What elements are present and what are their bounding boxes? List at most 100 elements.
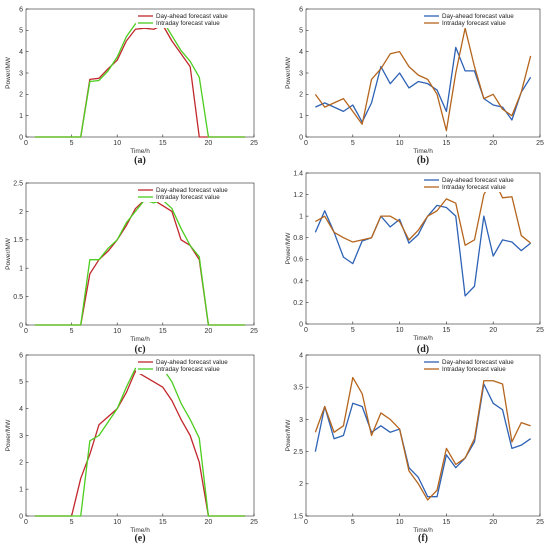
legend-box bbox=[136, 11, 252, 28]
x-tick-label: 0 bbox=[24, 519, 28, 526]
y-tick-label: 1.5 bbox=[13, 237, 23, 244]
chart-panel-b: 0 5 10 15 20 25 0 1 2 3 4 5 6 Time/h Power/MW Day-ahead… bbox=[285, 6, 544, 166]
plot-frame bbox=[305, 8, 541, 138]
x-axis-label: Time/h bbox=[413, 527, 433, 534]
y-tick-label: 0.4 bbox=[293, 278, 303, 285]
x-axis-label: Time/h bbox=[130, 148, 150, 155]
series-line-1 bbox=[314, 204, 532, 297]
y-tick-label: 4 bbox=[19, 49, 23, 56]
x-tick-label: 5 bbox=[351, 327, 355, 334]
x-tick-label: 10 bbox=[113, 328, 121, 335]
y-tick-label: 2 bbox=[19, 460, 23, 467]
x-axis-label: Time/h bbox=[130, 336, 150, 343]
x-tick-label: 10 bbox=[396, 140, 404, 147]
x-tick-label: 15 bbox=[159, 519, 167, 526]
y-tick-label: 4 bbox=[19, 406, 23, 413]
panel-caption: (f) bbox=[418, 533, 428, 544]
y-tick-label: 0 bbox=[19, 134, 23, 141]
y-tick-label: 1 bbox=[19, 266, 23, 273]
series-line-2 bbox=[314, 27, 532, 132]
y-tick-label: 2 bbox=[299, 481, 303, 488]
x-tick-label: 20 bbox=[205, 519, 213, 526]
x-tick-label: 5 bbox=[351, 519, 355, 526]
y-tick-label: 3 bbox=[299, 70, 303, 77]
x-tick-label: 25 bbox=[250, 140, 258, 147]
y-tick-label: 4 bbox=[299, 352, 303, 359]
chart-panel-a: 0 5 10 15 20 25 0 1 2 3 4 5 6 Time/h Power/MW Day-ahead… bbox=[5, 6, 258, 166]
y-tick-label: 6 bbox=[19, 6, 23, 13]
y-tick-label: 1.2 bbox=[293, 192, 303, 199]
y-axis-label: Power/MW bbox=[5, 419, 12, 452]
legend-entry: Day-ahead forecast value bbox=[156, 359, 228, 366]
x-tick-label: 25 bbox=[250, 519, 258, 526]
x-tick-label: 20 bbox=[205, 328, 213, 335]
y-tick-label: 1 bbox=[19, 113, 23, 120]
y-tick-label: 4 bbox=[299, 49, 303, 56]
x-tick-label: 0 bbox=[304, 519, 308, 526]
y-tick-label: 3.5 bbox=[293, 385, 303, 392]
x-tick-label: 0 bbox=[24, 140, 28, 147]
y-axis-label: Power/MW bbox=[5, 237, 12, 270]
y-tick-label: 2.5 bbox=[13, 180, 23, 187]
x-tick-label: 25 bbox=[250, 328, 258, 335]
y-tick-label: 0.5 bbox=[13, 294, 23, 301]
series-line-1 bbox=[35, 24, 245, 138]
series-line-2 bbox=[35, 20, 245, 138]
legend-entry: Intraday forecast value bbox=[442, 20, 506, 27]
plot-frame bbox=[305, 172, 541, 325]
y-tick-label: 0.6 bbox=[293, 257, 303, 264]
y-tick-label: 1.4 bbox=[293, 170, 303, 177]
chart-panel-f: 0 5 10 15 20 25 1.5 2 2.5 3 3.5 4 Time/h Power/MW Day-… bbox=[285, 352, 544, 544]
y-axis-label: Power/MW bbox=[285, 56, 292, 89]
x-tick-label: 20 bbox=[205, 140, 213, 147]
y-tick-label: 0 bbox=[19, 513, 23, 520]
x-tick-label: 10 bbox=[113, 519, 121, 526]
y-axis-label: Power/MW bbox=[5, 56, 12, 89]
y-tick-label: 6 bbox=[19, 352, 23, 359]
legend-entry: Intraday forecast value bbox=[442, 366, 506, 373]
panel-caption: (a) bbox=[134, 155, 146, 166]
x-tick-label: 5 bbox=[351, 140, 355, 147]
y-tick-label: 2.5 bbox=[293, 449, 303, 456]
x-tick-label: 15 bbox=[443, 327, 451, 334]
panel-caption: (b) bbox=[417, 155, 429, 166]
legend-box bbox=[136, 185, 252, 202]
series-line-2 bbox=[314, 376, 531, 501]
y-tick-label: 1 bbox=[19, 487, 23, 494]
x-tick-label: 10 bbox=[396, 327, 404, 334]
series-line-1 bbox=[35, 199, 245, 326]
y-tick-label: 2 bbox=[19, 92, 23, 99]
y-tick-label: 5 bbox=[19, 28, 23, 35]
x-axis-label: Time/h bbox=[130, 527, 150, 534]
legend-entry: Day-ahead forecast value bbox=[156, 187, 228, 194]
y-tick-label: 2 bbox=[299, 92, 303, 99]
series-line-2 bbox=[35, 199, 245, 326]
y-tick-label: 1 bbox=[299, 113, 303, 120]
y-tick-label: 1 bbox=[299, 214, 303, 221]
legend-entry: Intraday forecast value bbox=[156, 20, 220, 27]
plot-frame bbox=[25, 354, 255, 517]
legend-entry: Intraday forecast value bbox=[156, 194, 220, 201]
x-tick-label: 0 bbox=[304, 140, 308, 147]
x-tick-label: 5 bbox=[70, 328, 74, 335]
legend-entry: Day-ahead forecast value bbox=[442, 177, 514, 184]
y-tick-label: 2 bbox=[19, 209, 23, 216]
x-tick-label: 15 bbox=[443, 519, 451, 526]
x-axis-label: Time/h bbox=[413, 148, 433, 155]
x-tick-label: 25 bbox=[536, 327, 544, 334]
panel-caption: (c) bbox=[134, 344, 145, 355]
x-tick-label: 15 bbox=[443, 140, 451, 147]
y-tick-label: 5 bbox=[299, 28, 303, 35]
y-tick-label: 0.8 bbox=[293, 235, 303, 242]
x-tick-label: 20 bbox=[489, 140, 497, 147]
x-tick-label: 0 bbox=[24, 328, 28, 335]
y-tick-label: 3 bbox=[299, 417, 303, 424]
y-tick-label: 0 bbox=[299, 134, 303, 141]
x-tick-label: 15 bbox=[159, 328, 167, 335]
y-tick-label: 3 bbox=[19, 433, 23, 440]
chart-panel-d: 0 5 10 15 20 25 0 0.2 0.4 0.6 0.8 1 1.2 1.4 Time/h Powe… bbox=[285, 170, 544, 355]
y-tick-label: 3 bbox=[19, 70, 23, 77]
x-axis-label: Time/h bbox=[413, 335, 433, 342]
legend-entry: Day-ahead forecast value bbox=[442, 359, 514, 366]
y-tick-label: 0 bbox=[299, 321, 303, 328]
